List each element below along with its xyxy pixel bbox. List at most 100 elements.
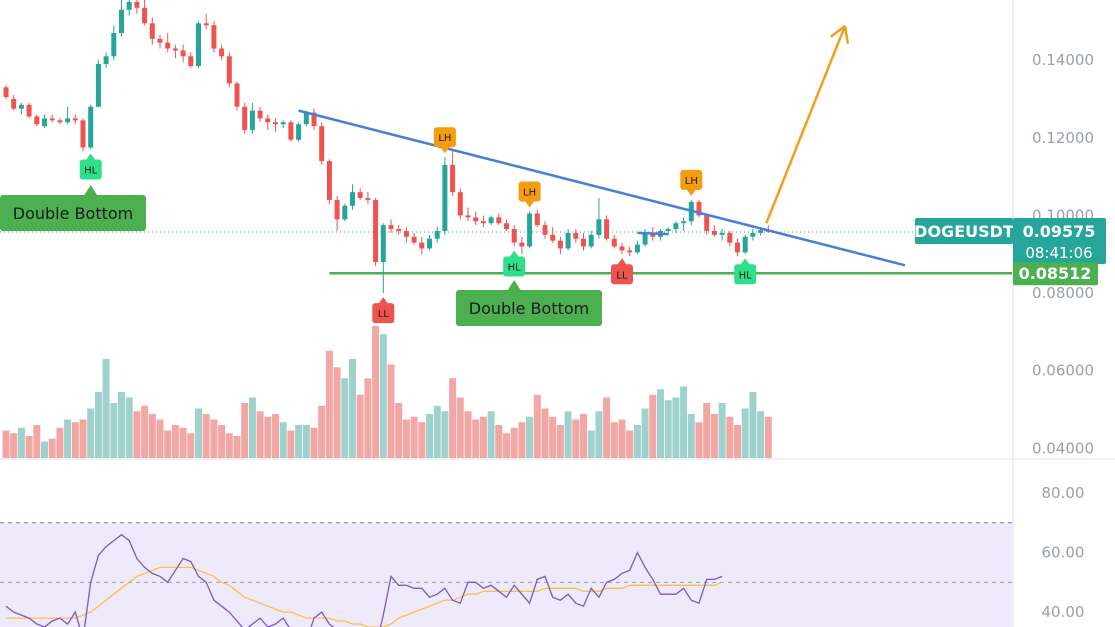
- marker-box: [79, 159, 102, 180]
- candle: [11, 95, 17, 111]
- double-bottom-callout: Double Bottom: [0, 185, 146, 231]
- volume-bar: [741, 408, 749, 458]
- candle: [411, 232, 417, 245]
- candle: [234, 81, 240, 111]
- volume-bar: [587, 430, 595, 458]
- marker-label: LL: [616, 270, 628, 281]
- candle-body: [403, 230, 409, 237]
- volume-bar: [87, 408, 95, 458]
- volume-bar: [10, 433, 18, 458]
- volume-bar: [395, 403, 403, 458]
- price-tick-label: 0.14000: [1032, 51, 1094, 69]
- candle: [696, 199, 702, 218]
- volume-bar: [495, 425, 503, 458]
- volume-bar: [472, 419, 480, 458]
- volume-bar: [672, 397, 680, 458]
- candle-body: [249, 110, 255, 131]
- double-bottom-callout: Double Bottom: [456, 280, 602, 326]
- candle-body: [380, 225, 386, 263]
- marker-pointer: [524, 200, 535, 208]
- candle: [3, 85, 9, 99]
- volume-bar: [518, 422, 526, 458]
- volume-bar: [356, 394, 364, 458]
- volume-bar: [141, 405, 149, 458]
- candle: [380, 223, 386, 294]
- volume-bar: [402, 419, 410, 458]
- candle-body: [588, 234, 594, 247]
- volume-bar: [695, 422, 703, 458]
- candle: [388, 219, 394, 233]
- candle: [88, 104, 94, 150]
- callout-pointer: [507, 280, 522, 291]
- volume-bar: [287, 430, 295, 458]
- rsi-tick-label: 60.00: [1042, 544, 1085, 562]
- candle-body: [95, 64, 101, 107]
- candle: [488, 215, 494, 226]
- candle: [42, 114, 47, 129]
- candle-body: [326, 161, 332, 200]
- candle-body: [388, 225, 394, 230]
- volume-bar: [164, 430, 172, 458]
- candle: [450, 149, 456, 197]
- volume-bar: [333, 367, 341, 458]
- candle-body: [550, 234, 556, 241]
- volume-bar: [664, 400, 672, 458]
- candle-body: [211, 25, 217, 49]
- candle-body: [226, 56, 232, 84]
- candle-body: [234, 83, 240, 107]
- candle: [519, 236, 525, 255]
- marker-label: HL: [508, 262, 522, 273]
- candle-body: [504, 223, 509, 230]
- candle-body: [149, 23, 155, 39]
- volume-bar: [387, 364, 395, 458]
- price-tick-label: 0.12000: [1032, 129, 1094, 147]
- rsi-band: [0, 522, 1012, 627]
- volume-bar: [318, 405, 326, 458]
- candle: [65, 106, 71, 125]
- candle: [511, 225, 517, 247]
- candle: [365, 192, 371, 204]
- volume-bar: [456, 397, 464, 458]
- candle: [673, 221, 679, 233]
- candle: [396, 225, 402, 235]
- candle: [157, 34, 163, 49]
- candle-body: [42, 118, 47, 127]
- volume-bar: [641, 408, 649, 458]
- callout-label: Double Bottom: [13, 204, 133, 223]
- candle-body: [634, 244, 640, 253]
- candle: [619, 242, 625, 255]
- candle-body: [457, 192, 463, 216]
- candle: [57, 118, 63, 125]
- marker-pointer: [740, 258, 751, 266]
- candle-body: [357, 192, 363, 198]
- candle: [442, 157, 448, 235]
- candle: [134, 0, 140, 14]
- price-tick-label: 0.06000: [1032, 362, 1094, 380]
- volume-bar: [610, 422, 618, 458]
- candle: [711, 225, 717, 237]
- candle: [719, 229, 725, 241]
- candle: [480, 215, 486, 228]
- candle-body: [34, 116, 40, 125]
- volume-bar: [225, 433, 233, 458]
- marker-pointer: [85, 153, 96, 161]
- volume-bar: [256, 411, 264, 458]
- volume-bar: [533, 394, 541, 458]
- candle-body: [273, 122, 278, 125]
- volume-bar: [279, 422, 287, 458]
- projection-arrow: [765, 25, 847, 224]
- candle: [427, 234, 432, 251]
- candle: [704, 213, 710, 235]
- candle: [334, 196, 340, 231]
- volume-bar: [464, 411, 472, 458]
- candle-body: [704, 215, 710, 231]
- candle: [742, 234, 748, 255]
- marker-label: LL: [378, 309, 390, 320]
- candle: [288, 120, 294, 142]
- candle-body: [411, 236, 417, 243]
- projection-arrow-head: [829, 25, 846, 38]
- candle-body: [18, 104, 24, 109]
- volume-bar: [710, 414, 718, 458]
- volume-bar: [595, 411, 603, 458]
- candle: [265, 114, 271, 131]
